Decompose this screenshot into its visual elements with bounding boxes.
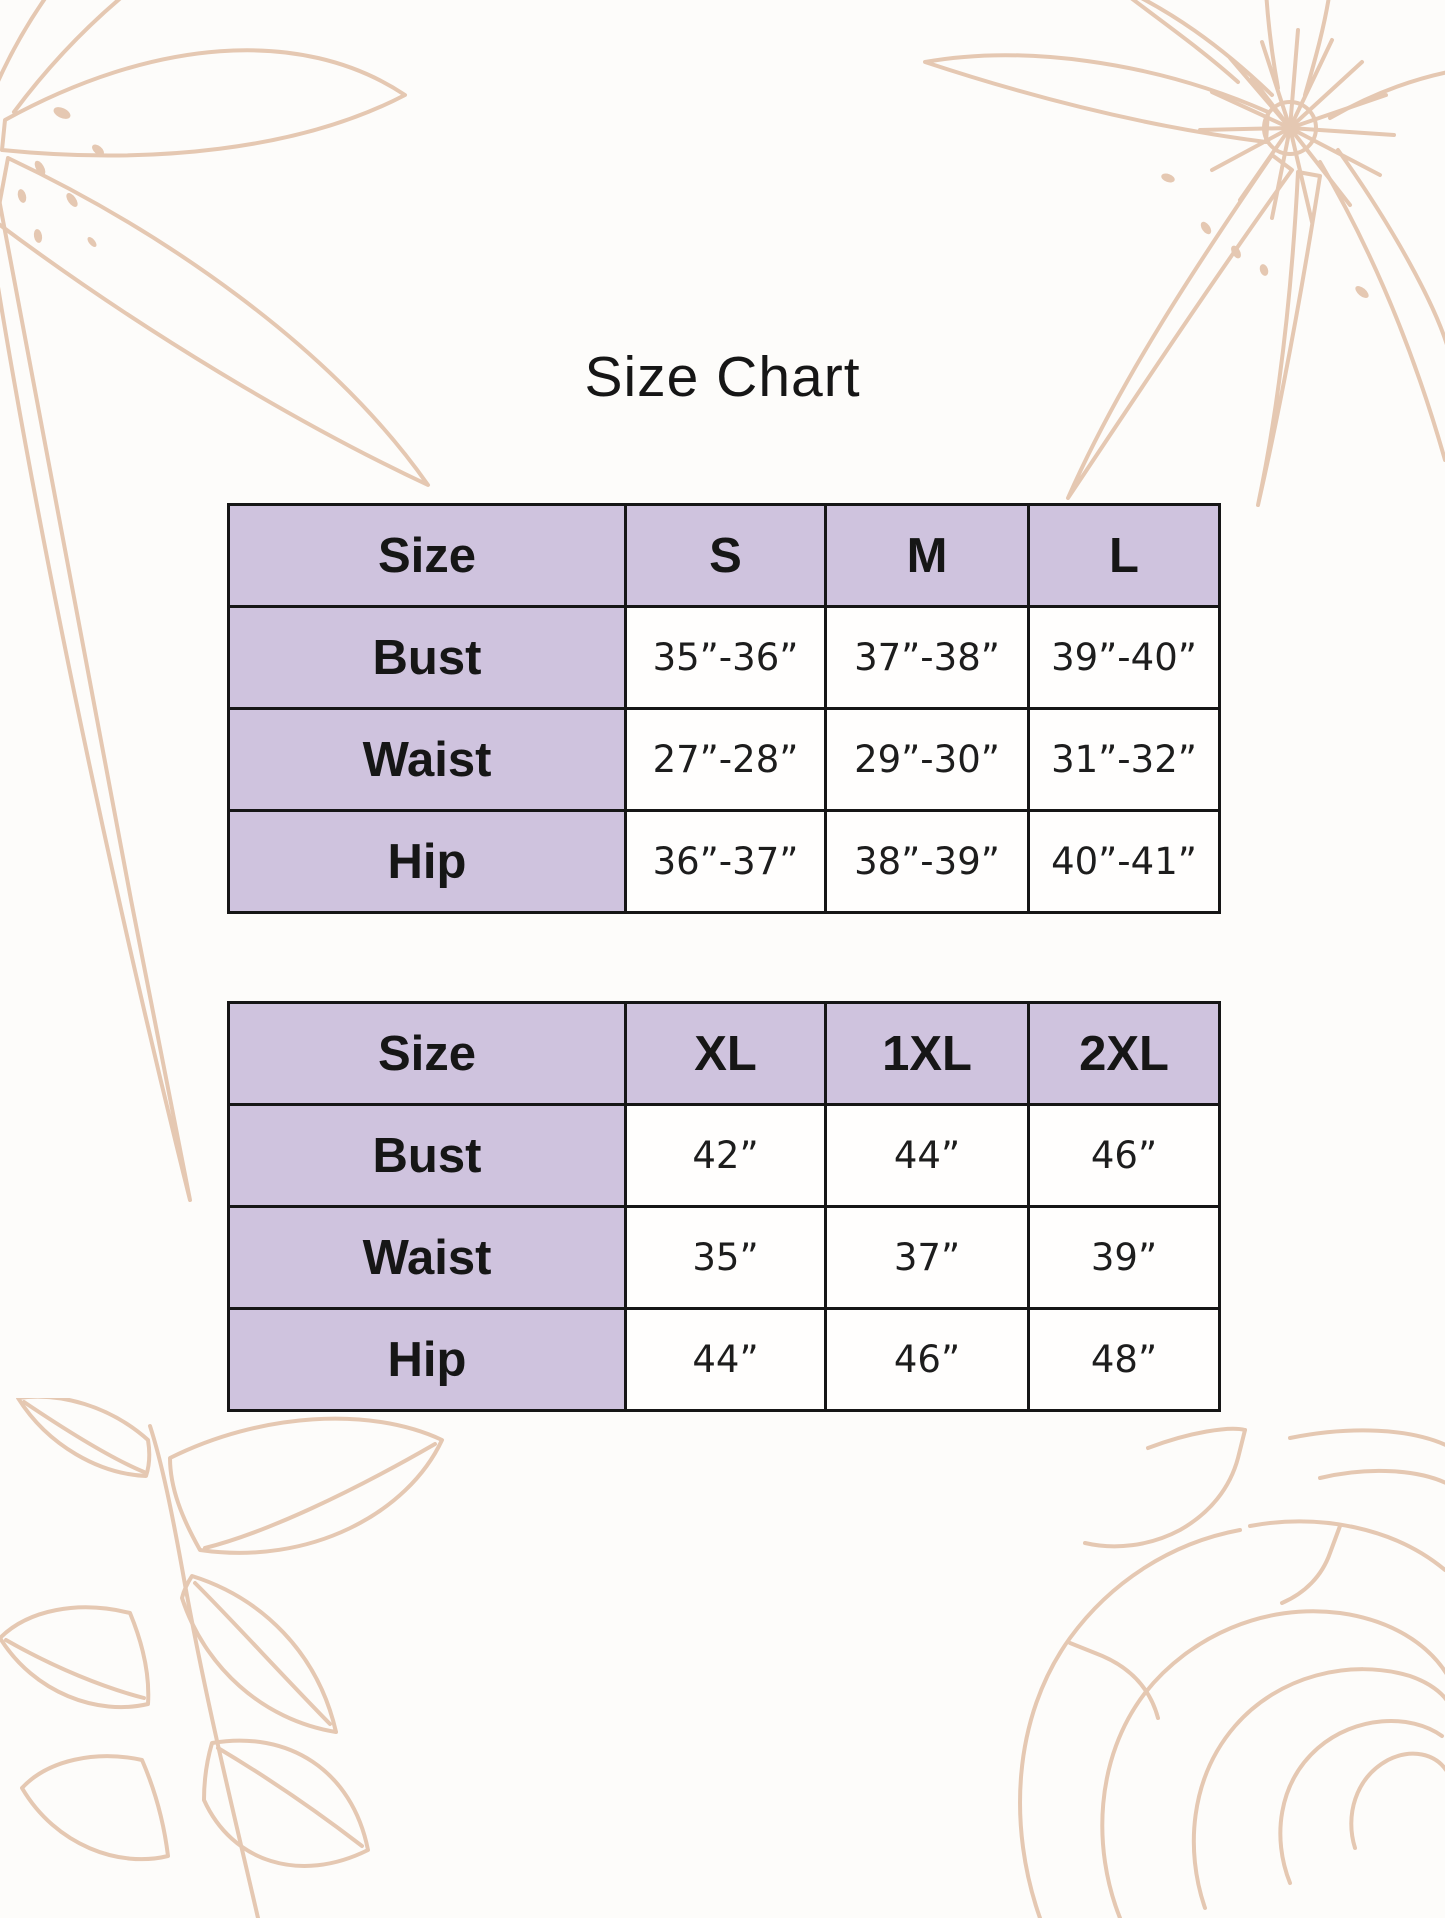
- value-cell: 48”: [1027, 1307, 1221, 1412]
- page-title: Size Chart: [584, 345, 861, 409]
- row-label-cell: Hip: [227, 1307, 627, 1412]
- header-cell: Size: [227, 503, 627, 608]
- value-cell: 27”-28”: [624, 707, 827, 812]
- table-row: Bust 42” 44” 46”: [227, 1103, 1221, 1208]
- header-cell: S: [624, 503, 827, 608]
- size-table-extended: Size XL 1XL 2XL Bust 42” 44” 46” Waist 3…: [227, 1001, 1221, 1412]
- value-cell: 46”: [824, 1307, 1030, 1412]
- header-cell: 2XL: [1027, 1001, 1221, 1106]
- header-cell: XL: [624, 1001, 827, 1106]
- row-label-cell: Waist: [227, 1205, 627, 1310]
- header-cell: Size: [227, 1001, 627, 1106]
- header-cell: M: [824, 503, 1030, 608]
- value-cell: 38”-39”: [824, 809, 1030, 914]
- value-cell: 39”: [1027, 1205, 1221, 1310]
- value-cell: 46”: [1027, 1103, 1221, 1208]
- value-cell: 36”-37”: [624, 809, 827, 914]
- value-cell: 42”: [624, 1103, 827, 1208]
- value-cell: 39”-40”: [1027, 605, 1221, 710]
- table-header-row: Size XL 1XL 2XL: [227, 1001, 1221, 1106]
- value-cell: 35”: [624, 1205, 827, 1310]
- table-row: Hip 44” 46” 48”: [227, 1307, 1221, 1412]
- value-cell: 44”: [624, 1307, 827, 1412]
- value-cell: 37”-38”: [824, 605, 1030, 710]
- value-cell: 40”-41”: [1027, 809, 1221, 914]
- value-cell: 29”-30”: [824, 707, 1030, 812]
- header-cell: L: [1027, 503, 1221, 608]
- size-table-standard: Size S M L Bust 35”-36” 37”-38” 39”-40” …: [227, 503, 1221, 914]
- value-cell: 31”-32”: [1027, 707, 1221, 812]
- row-label-cell: Hip: [227, 809, 627, 914]
- value-cell: 37”: [824, 1205, 1030, 1310]
- flower-top-right-illustration: [923, 0, 1445, 507]
- row-label-cell: Bust: [227, 1103, 627, 1208]
- table-row: Hip 36”-37” 38”-39” 40”-41”: [227, 809, 1221, 914]
- row-label-cell: Bust: [227, 605, 627, 710]
- table-row: Waist 27”-28” 29”-30” 31”-32”: [227, 707, 1221, 812]
- row-label-cell: Waist: [227, 707, 627, 812]
- table-row: Waist 35” 37” 39”: [227, 1205, 1221, 1310]
- header-cell: 1XL: [824, 1001, 1030, 1106]
- value-cell: 44”: [824, 1103, 1030, 1208]
- rose-bottom-right-illustration: [1018, 1426, 1445, 1918]
- table-row: Bust 35”-36” 37”-38” 39”-40”: [227, 605, 1221, 710]
- table-header-row: Size S M L: [227, 503, 1221, 608]
- branch-bottom-left-illustration: [0, 1398, 444, 1918]
- value-cell: 35”-36”: [624, 605, 827, 710]
